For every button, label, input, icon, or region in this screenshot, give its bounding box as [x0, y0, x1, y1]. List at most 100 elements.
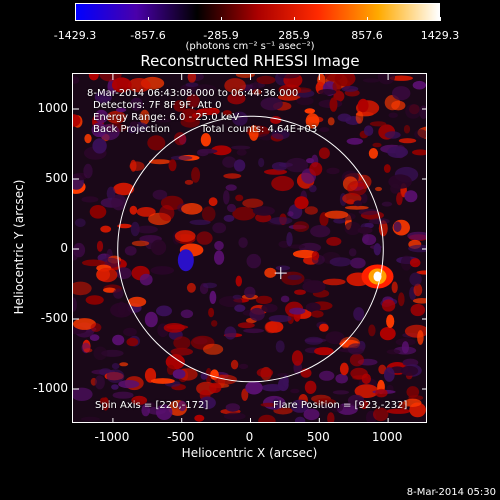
noise-blob [333, 90, 345, 102]
noise-blob [344, 205, 369, 210]
noise-blob [401, 341, 409, 354]
noise-blob [373, 407, 389, 422]
noise-blob [235, 194, 244, 202]
noise-blob [136, 225, 158, 234]
noise-blob [168, 159, 177, 172]
noise-blob [100, 225, 112, 233]
noise-blob [223, 173, 242, 179]
solar-limb [117, 115, 384, 383]
noise-blob [189, 219, 211, 225]
noise-blob [408, 244, 426, 253]
total-counts-label: Total counts: 4.64E+03 [201, 124, 318, 135]
timestamp: 8-Mar-2014 05:30 [406, 487, 496, 498]
noise-blob [403, 124, 411, 134]
noise-blob [199, 396, 216, 410]
noise-blob [363, 125, 374, 136]
colorbar-tick-label: -1429.3 [53, 29, 97, 42]
noise-blob [83, 348, 93, 353]
noise-blob [386, 349, 401, 355]
noise-blob [237, 322, 255, 329]
noise-blob [337, 113, 352, 122]
noise-blob [113, 182, 135, 196]
colorbar-tick-label: 285.9 [278, 29, 310, 42]
noise-blob [244, 286, 256, 298]
noise-blob [332, 390, 349, 395]
noise-blob [384, 131, 401, 139]
noise-blob [180, 116, 200, 128]
noise-blob [347, 180, 367, 196]
noise-blob [209, 290, 217, 304]
noise-blob [241, 388, 249, 401]
noise-blob [378, 364, 387, 375]
noise-blob [196, 149, 209, 157]
noise-blob [173, 100, 186, 112]
noise-blob [242, 198, 264, 208]
noise-blob [369, 121, 387, 127]
noise-blob [291, 350, 304, 366]
noise-blob [347, 343, 365, 355]
noise-blob [290, 388, 300, 394]
noise-blob [324, 210, 349, 219]
noise-blob [236, 149, 247, 156]
noise-blob [398, 292, 405, 307]
y-tick-label: 1000 [37, 101, 68, 115]
noise-blob [200, 133, 211, 147]
noise-blob [111, 194, 127, 211]
noise-blob [392, 86, 411, 101]
noise-blob [232, 206, 256, 221]
noise-blob [400, 255, 412, 271]
noise-blob [368, 324, 376, 337]
noise-blob [335, 373, 349, 384]
noise-blob [344, 221, 362, 236]
noise-blob [271, 175, 294, 192]
noise-blob [412, 80, 426, 90]
noise-blob [362, 234, 377, 246]
noise-blob [387, 146, 408, 158]
noise-blob [311, 310, 324, 318]
noise-blob [353, 200, 363, 207]
noise-blob [94, 109, 109, 123]
noise-blob [73, 172, 88, 181]
noise-blob [94, 375, 105, 390]
noise-blob [130, 159, 137, 172]
noise-blob [390, 183, 401, 194]
noise-blob [211, 145, 232, 156]
spin-axis-label: Spin Axis = [220,-172] [95, 400, 209, 411]
noise-blob [80, 416, 100, 422]
noise-blob [130, 97, 143, 111]
noise-blob [115, 107, 127, 113]
noise-blob [306, 158, 314, 164]
noise-blob [205, 368, 212, 384]
noise-blob [130, 121, 139, 127]
noise-blob [341, 85, 359, 92]
noise-blob [127, 78, 151, 93]
noise-blob [166, 364, 175, 375]
flare-position-label: Flare Position = [923,-232] [273, 400, 408, 411]
noise-blob [170, 347, 193, 356]
time-range-label: 8-Mar-2014 06:43:08.000 to 06:44:36.000 [87, 88, 299, 99]
noise-blob [398, 138, 417, 144]
noise-blob [286, 232, 293, 247]
noise-blob [373, 243, 381, 256]
noise-blob [126, 337, 139, 347]
noise-blob [389, 75, 413, 81]
noise-blob [238, 237, 248, 249]
noise-blob [304, 206, 318, 215]
noise-blob [291, 87, 312, 93]
noise-blob [178, 400, 187, 412]
noise-blob [118, 380, 140, 389]
image-plot[interactable]: 8-Mar-2014 06:43:08.000 to 06:44:36.000 … [72, 73, 427, 423]
noise-blob [163, 323, 185, 333]
noise-blob [136, 207, 156, 217]
detectors-label: Detectors: 7F 8F 9F, Att 0 [93, 100, 222, 111]
noise-blob [144, 311, 158, 328]
noise-blob [404, 190, 418, 203]
colorbar [75, 3, 440, 21]
noise-blob [106, 369, 125, 384]
noise-blob [412, 149, 426, 156]
noise-blob [304, 108, 316, 114]
noise-blob [234, 304, 246, 312]
noise-blob [275, 265, 291, 271]
noise-blob [128, 296, 147, 307]
noise-blob [211, 320, 218, 327]
